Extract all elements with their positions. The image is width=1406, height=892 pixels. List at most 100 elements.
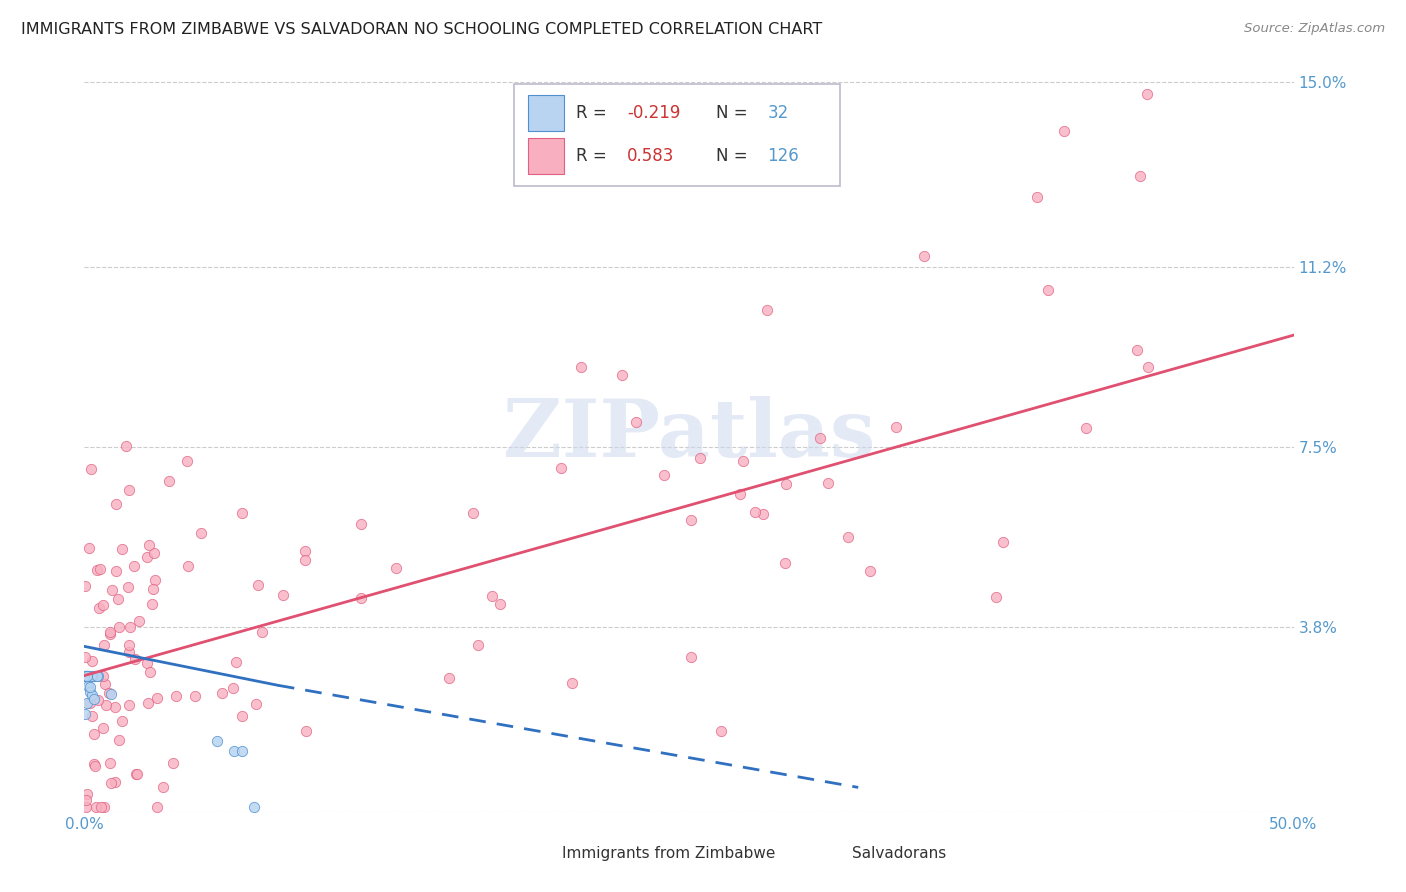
Point (86, 668, 108, 682)
Point (190, 526, 212, 541)
Point (731, 453, 754, 467)
Point (225, 655, 247, 669)
Point (77, 668, 100, 682)
Point (118, 620, 141, 634)
Point (93, 638, 115, 652)
Point (87, 668, 110, 682)
Point (689, 450, 711, 465)
Point (176, 454, 198, 468)
Point (117, 580, 139, 594)
Point (550, 461, 572, 475)
Point (84, 800, 107, 814)
Point (222, 681, 245, 696)
Text: N =: N = (716, 147, 752, 165)
Point (86, 693, 108, 707)
Point (1136, 87, 1159, 102)
Text: N =: N = (716, 104, 752, 122)
Point (94, 698, 117, 712)
Point (142, 582, 165, 597)
Point (104, 497, 127, 511)
Point (98, 624, 121, 639)
Point (1076, 421, 1098, 435)
Point (103, 699, 125, 714)
Point (76, 788, 98, 802)
Point (101, 582, 124, 597)
Point (157, 474, 180, 488)
Bar (529, 95, 564, 131)
Point (107, 591, 129, 606)
Point (246, 578, 269, 592)
Point (118, 698, 141, 712)
Point (111, 541, 134, 556)
Point (76, 668, 98, 682)
Point (124, 652, 146, 666)
Point (136, 656, 159, 670)
Point (756, 303, 779, 318)
Point (125, 766, 148, 780)
Point (76, 668, 98, 682)
Point (89, 562, 111, 576)
Point (773, 556, 796, 570)
Text: -0.219: -0.219 (627, 104, 681, 122)
Point (146, 690, 169, 705)
Point (94, 676, 117, 690)
Point (207, 734, 229, 748)
Point (124, 558, 146, 573)
Point (350, 516, 373, 531)
Point (79, 461, 101, 475)
Point (245, 697, 267, 711)
Point (681, 513, 703, 527)
Point (231, 744, 253, 758)
Point (467, 639, 489, 653)
Point (75, 793, 97, 807)
Point (1129, 169, 1152, 184)
Point (231, 708, 253, 723)
Point (76, 668, 98, 682)
Point (73, 579, 96, 593)
Bar (529, 138, 564, 174)
Point (139, 665, 162, 680)
Point (83, 726, 105, 740)
Point (624, 415, 647, 429)
Point (118, 483, 141, 497)
Point (83, 668, 105, 682)
Point (93, 668, 115, 682)
Point (80, 709, 103, 723)
Text: 0.583: 0.583 (627, 147, 675, 165)
Point (349, 591, 371, 606)
Point (184, 689, 207, 703)
Point (125, 766, 148, 780)
Point (84, 668, 107, 682)
Point (76, 668, 98, 682)
Point (104, 775, 127, 789)
Point (1026, 190, 1049, 204)
Point (128, 615, 150, 629)
Point (80, 688, 103, 702)
Point (143, 573, 166, 587)
Point (224, 744, 246, 758)
Point (73, 668, 96, 682)
Point (83, 668, 105, 682)
Point (242, 800, 264, 814)
Point (80, 668, 103, 682)
Point (79, 684, 101, 698)
Point (710, 723, 733, 738)
Point (859, 564, 882, 578)
Point (135, 550, 157, 565)
Point (75, 800, 97, 814)
Point (100, 776, 122, 790)
Bar (823, 839, 844, 867)
Point (142, 546, 165, 560)
Point (83, 759, 105, 773)
Point (652, 467, 675, 482)
Point (108, 620, 131, 634)
Point (75, 668, 97, 682)
Point (80, 668, 103, 682)
Text: 32: 32 (768, 104, 789, 122)
Point (118, 645, 141, 659)
Point (118, 639, 141, 653)
Point (75, 668, 97, 682)
Point (80, 654, 103, 668)
Point (1036, 284, 1059, 298)
Point (610, 368, 633, 382)
